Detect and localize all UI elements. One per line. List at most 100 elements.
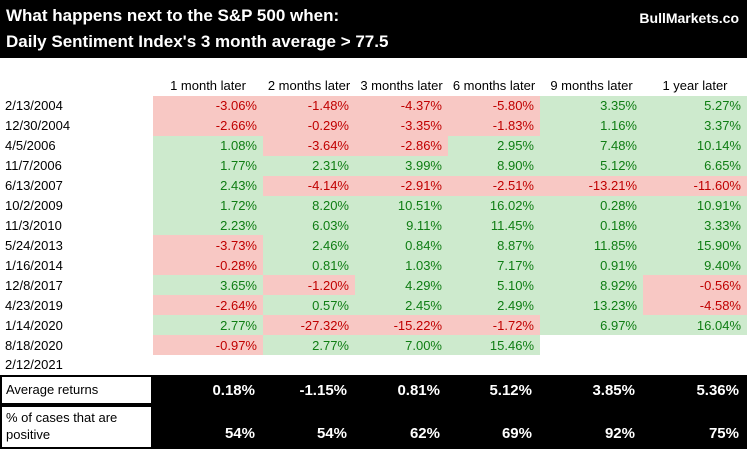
return-cell: 1.77% [153, 155, 263, 176]
column-header: 2 months later [267, 78, 351, 93]
return-cell: 3.99% [355, 155, 448, 176]
date-cell: 2/13/2004 [0, 96, 153, 116]
return-cell: -27.32% [263, 315, 355, 336]
return-cell: -1.20% [263, 275, 355, 296]
table-row: 10/2/2009 1.72% 8.20% 10.51% 16.02% 0.28% 10.9… [0, 195, 747, 216]
return-cell: -1.72% [448, 315, 540, 336]
return-cell [263, 354, 355, 375]
return-cell: 8.87% [448, 235, 540, 256]
return-cell: 7.00% [355, 335, 448, 355]
date-cell: 12/8/2017 [0, 275, 153, 296]
table-row: 4/5/2006 1.08% -3.64% -2.86% 2.95% 7.48% 10.14… [0, 135, 747, 156]
return-cell: -0.28% [153, 255, 263, 276]
return-cell: -4.58% [643, 295, 747, 316]
title-banner: What happens next to the S&P 500 when: D… [0, 0, 747, 58]
percent-cell: 54% [224, 425, 255, 442]
return-cell [448, 354, 540, 375]
percent-positive-row: % of cases that are positive 54% 54% 62% 69… [0, 405, 747, 449]
return-cell: -3.73% [153, 235, 263, 256]
return-cell: 3.65% [153, 275, 263, 296]
return-cell: 5.12% [540, 155, 643, 176]
return-cell: -4.37% [355, 96, 448, 116]
return-cell: 8.90% [448, 155, 540, 176]
return-cell: 10.14% [643, 135, 747, 156]
table-row: 11/7/2006 1.77% 2.31% 3.99% 8.90% 5.12% 6.65% [0, 155, 747, 176]
return-cell: 2.43% [153, 175, 263, 196]
return-cell: 11.45% [448, 215, 540, 236]
return-cell: 2.77% [153, 315, 263, 336]
return-cell [540, 354, 643, 375]
return-cell: -2.66% [153, 115, 263, 136]
return-cell: 9.11% [355, 215, 448, 236]
return-cell: 0.81% [263, 255, 355, 276]
return-cell: -1.48% [263, 96, 355, 116]
return-cell: -2.86% [355, 135, 448, 156]
brand-label: BullMarkets.co [639, 10, 739, 26]
date-cell: 2/12/2021 [0, 354, 153, 375]
percent-cell: 54% [316, 425, 347, 442]
date-cell: 11/3/2010 [0, 215, 153, 236]
date-cell: 11/7/2006 [0, 155, 153, 176]
column-header: 3 months later [360, 78, 443, 93]
return-cell: 0.91% [540, 255, 643, 276]
title-line-1: What happens next to the S&P 500 when: [6, 6, 340, 25]
return-cell: -13.21% [540, 175, 643, 196]
date-cell: 6/13/2007 [0, 175, 153, 196]
date-cell: 4/23/2019 [0, 295, 153, 316]
return-cell: -15.22% [355, 315, 448, 336]
return-cell: 7.17% [448, 255, 540, 276]
return-cell: 6.65% [643, 155, 747, 176]
average-cell: 5.12% [489, 381, 532, 399]
return-cell: -2.64% [153, 295, 263, 316]
return-cell: 2.31% [263, 155, 355, 176]
average-cell: 5.36% [696, 381, 739, 399]
return-cell: 1.03% [355, 255, 448, 276]
return-cell: -3.06% [153, 96, 263, 116]
return-cell [540, 335, 643, 355]
return-cell: 8.92% [540, 275, 643, 296]
return-cell: 0.28% [540, 195, 643, 216]
table-row: 6/13/2007 2.43% -4.14% -2.91% -2.51% -13.21% -… [0, 175, 747, 196]
return-cell: 10.51% [355, 195, 448, 216]
column-header: 1 year later [662, 78, 728, 93]
return-cell: 16.04% [643, 315, 747, 336]
return-cell: -0.29% [263, 115, 355, 136]
return-cell: 15.46% [448, 335, 540, 355]
return-cell: 9.40% [643, 255, 747, 276]
return-cell: -5.80% [448, 96, 540, 116]
return-cell: -0.97% [153, 335, 263, 355]
return-cell: 15.90% [643, 235, 747, 256]
return-cell: -0.56% [643, 275, 747, 296]
return-cell: 0.18% [540, 215, 643, 236]
return-cell: 16.02% [448, 195, 540, 216]
return-cell [355, 354, 448, 375]
return-cell: 1.72% [153, 195, 263, 216]
return-cell: 3.33% [643, 215, 747, 236]
percent-cell: 69% [501, 425, 532, 442]
return-cell: -3.35% [355, 115, 448, 136]
return-cell: -4.14% [263, 175, 355, 196]
table-row: 1/14/2020 2.77% -27.32% -15.22% -1.72% 6.97% 1… [0, 315, 747, 336]
percent-cell: 62% [409, 425, 440, 442]
return-cell: 2.45% [355, 295, 448, 316]
column-header: 6 months later [452, 78, 536, 93]
return-cell [153, 354, 263, 375]
return-cell: 13.23% [540, 295, 643, 316]
column-header-row: 1 month later 2 months later 3 months late… [0, 58, 747, 96]
return-cell: 5.27% [643, 96, 747, 116]
return-cell: 1.08% [153, 135, 263, 156]
date-cell: 12/30/2004 [0, 115, 153, 136]
date-cell: 5/24/2013 [0, 235, 153, 256]
return-cell: 2.95% [448, 135, 540, 156]
return-cell: 10.91% [643, 195, 747, 216]
return-cell: 1.16% [540, 115, 643, 136]
average-returns-label: Average returns [0, 375, 153, 405]
average-cell: 0.81% [397, 381, 440, 399]
percent-positive-label: % of cases that are positive [0, 405, 153, 449]
return-cell: 3.37% [643, 115, 747, 136]
table-row: 8/18/2020 -0.97% 2.77% 7.00% 15.46% [0, 335, 747, 355]
date-cell: 4/5/2006 [0, 135, 153, 156]
return-cell: 0.84% [355, 235, 448, 256]
return-cell: -2.51% [448, 175, 540, 196]
table-row: 12/8/2017 3.65% -1.20% 4.29% 5.10% 8.92% -0.56… [0, 275, 747, 296]
